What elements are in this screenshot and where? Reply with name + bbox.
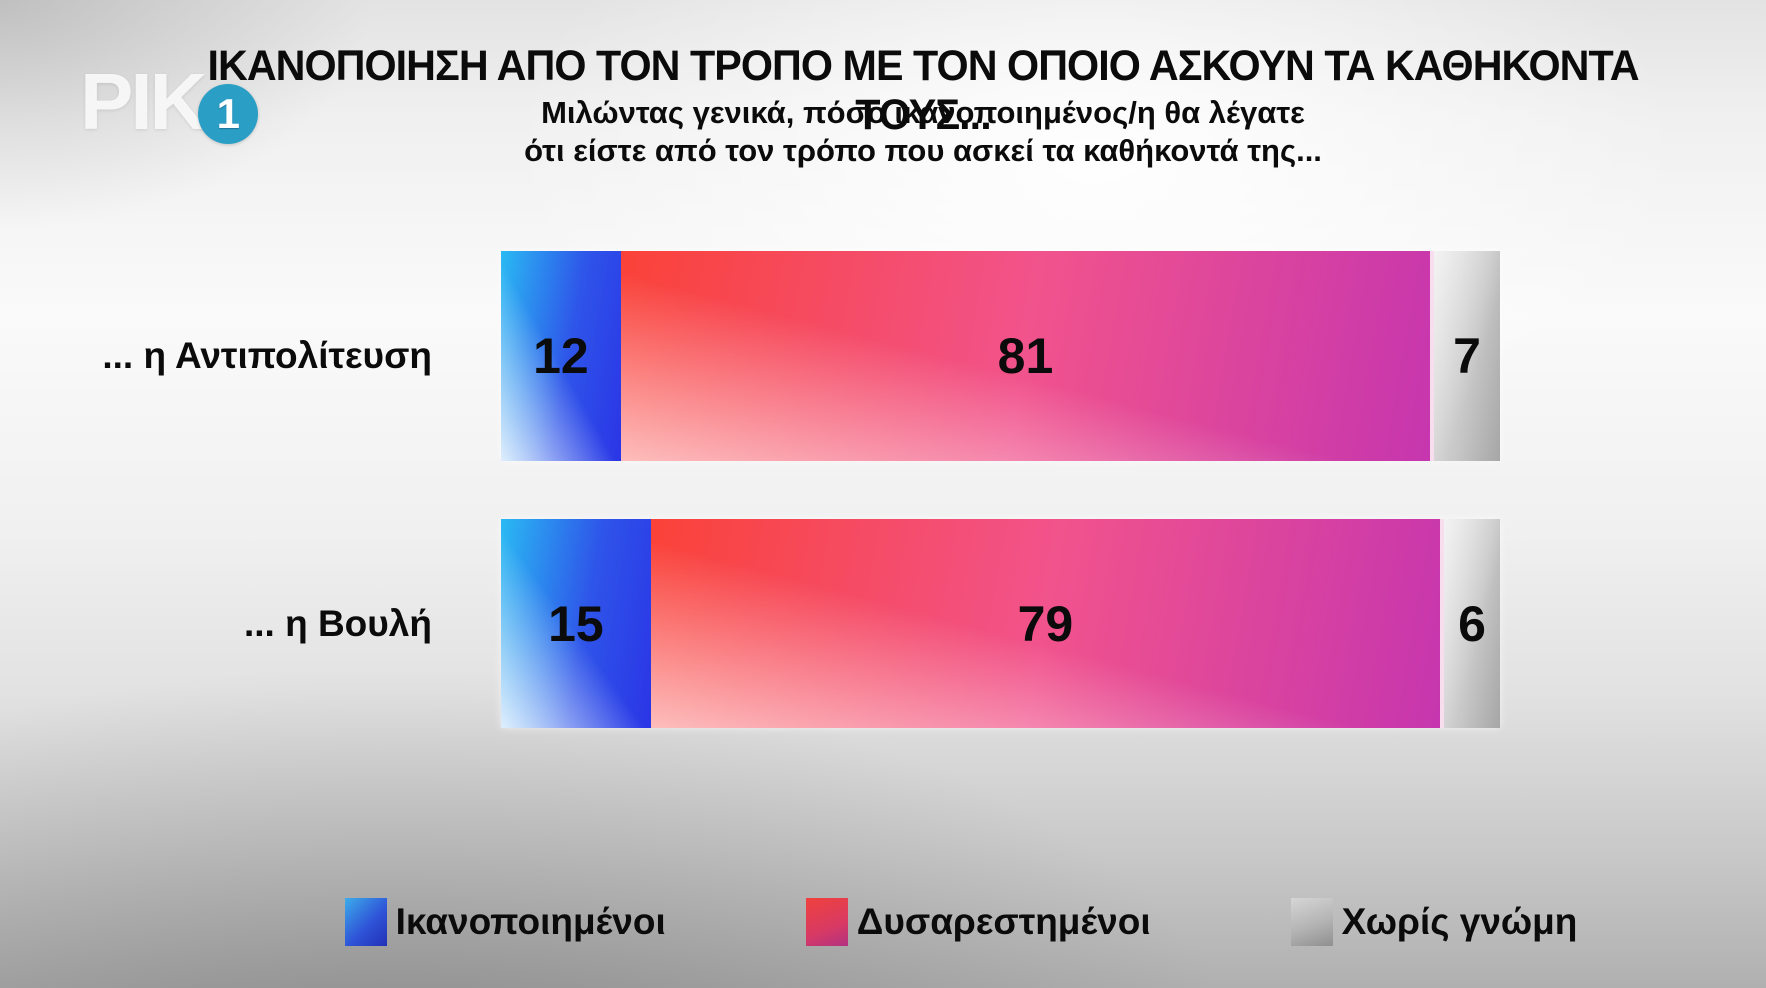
legend-swatch-dissatisfied (805, 898, 848, 946)
chart-title: ΙΚΑΝΟΠΟΙΗΣΗ ΑΠΟ ΤΟΝ ΤΡΟΠΟ ΜΕ ΤΟΝ ΟΠΟΙΟ Α… (207, 42, 1639, 139)
category-label: ... η Αντιπολίτευση (102, 335, 432, 376)
segment-value: 79 (1017, 595, 1074, 652)
bar-segment-satisfied: 15 (501, 519, 651, 728)
category-label: ... η Βουλή (243, 602, 432, 644)
chart-subtitle: Μιλώντας γενικά, πόσο ικανοποιημένος/η θ… (120, 94, 1726, 170)
segment-value: 15 (548, 595, 604, 652)
channel-number-badge: 1 (198, 84, 259, 144)
chart-subtitle-line1: Μιλώντας γενικά, πόσο ικανοποιημένος/η θ… (541, 95, 1305, 130)
bar-segment-dissatisfied: 79 (650, 519, 1441, 728)
legend-item-dissatisfied: Δυσαρεστημένοι (805, 898, 1151, 946)
legend-item-no-opinion: Χωρίς γνώμη (1290, 898, 1578, 946)
segment-value: 7 (1453, 328, 1481, 384)
legend-label: Ικανοποιημένοι (395, 901, 666, 942)
bar-segment-no-opinion: 7 (1430, 251, 1500, 461)
bar-segment-satisfied: 12 (501, 251, 621, 461)
legend-swatch-no-opinion (1290, 898, 1333, 946)
legend-label: Χωρίς γνώμη (1341, 901, 1578, 942)
legend-label: Δυσαρεστημένοι (856, 901, 1151, 942)
segment-value: 12 (533, 328, 589, 384)
segment-value: 6 (1458, 595, 1486, 652)
channel-number: 1 (216, 90, 241, 137)
stacked-bar: 12 81 7 (501, 251, 1500, 461)
bar-segment-no-opinion: 6 (1440, 519, 1500, 728)
rik-logo-text: ΡΙΚ (80, 57, 207, 146)
bar-row: ... η Βουλή 15 79 6 (0, 519, 1500, 728)
chart-subtitle-line2: ότι είστε από τον τρόπο που ασκεί τα καθ… (524, 133, 1322, 168)
bar-row: ... η Αντιπολίτευση 12 81 7 (0, 251, 1500, 461)
channel-logo: ΡΙΚ 1 (80, 57, 259, 146)
chart-legend: Ικανοποιημένοι Δυσαρεστημένοι Χωρίς γνώμη (78, 898, 1766, 946)
legend-item-satisfied: Ικανοποιημένοι (344, 898, 666, 946)
legend-swatch-satisfied (344, 898, 387, 946)
bar-segment-dissatisfied: 81 (620, 251, 1431, 461)
segment-value: 81 (997, 328, 1054, 384)
stacked-bar: 15 79 6 (501, 519, 1500, 728)
